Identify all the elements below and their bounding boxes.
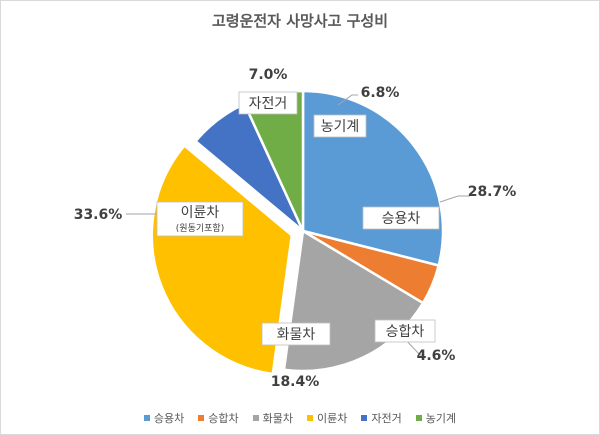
category-label-4: 이륜차 — [181, 205, 220, 221]
category-label-6: 농기계 — [321, 119, 360, 135]
value-label-5: 7.0% — [249, 67, 288, 83]
legend-swatch-5 — [361, 415, 368, 421]
value-label-4: 33.6% — [74, 207, 123, 223]
category-label-1: 승용차 — [382, 211, 421, 227]
legend-swatch-2 — [198, 415, 205, 421]
legend-label-1: 승용차 — [153, 412, 185, 425]
legend-item-2: 승합차 — [198, 410, 239, 426]
legend-item-3: 화물차 — [252, 410, 293, 426]
legend-swatch-1 — [143, 415, 150, 421]
legend-label-2: 승합차 — [208, 412, 239, 425]
legend-label-5: 자전거 — [371, 412, 402, 425]
value-label-1: 28.7% — [468, 184, 517, 200]
category-label-5: 자전거 — [249, 96, 288, 112]
leader-line-1 — [439, 195, 470, 203]
legend-label-6: 농기계 — [425, 412, 457, 425]
value-label-2: 4.6% — [417, 348, 456, 364]
category-label-box-6 — [313, 114, 367, 138]
legend-item-1: 승용차 — [143, 410, 185, 426]
leader-line-6 — [337, 94, 358, 106]
chart-title: 고령운전자 사망사고 구성비 — [211, 12, 389, 30]
legend-swatch-6 — [415, 415, 422, 421]
category-label-box-4 — [156, 201, 244, 237]
legend-label-4: 이륜차 — [317, 412, 348, 425]
category-label-box-3 — [261, 322, 331, 346]
legend: 승용차 승합차 화물차 이륜차 자전거 농기계 — [0, 410, 600, 426]
category-label-2: 승합차 — [386, 324, 425, 340]
category-label-box-5 — [238, 91, 298, 115]
legend-item-5: 자전거 — [361, 410, 402, 426]
legend-swatch-4 — [307, 415, 313, 421]
legend-item-4: 이륜차 — [307, 410, 347, 426]
legend-swatch-3 — [252, 415, 259, 421]
category-label-3: 화물차 — [277, 327, 316, 343]
leader-line-2 — [404, 338, 422, 356]
legend-label-3: 화물차 — [262, 412, 293, 425]
value-label-3: 18.4% — [271, 374, 320, 390]
value-label-6: 6.8% — [361, 85, 400, 101]
category-sublabel-4: (원동기포함) — [176, 223, 224, 234]
category-label-box-2 — [374, 319, 436, 343]
category-label-box-1 — [362, 206, 440, 230]
legend-item-6: 농기계 — [415, 410, 457, 426]
